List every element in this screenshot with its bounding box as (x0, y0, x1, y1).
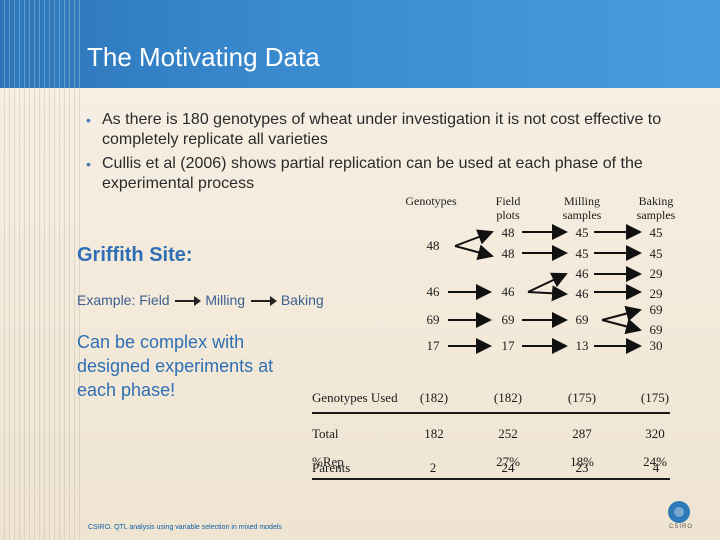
geno-69: 69 (426, 312, 440, 327)
total-baking: 320 (645, 426, 665, 441)
header-bar: The Motivating Data (0, 0, 720, 88)
content-area: As there is 180 genotypes of wheat under… (0, 88, 720, 540)
bullet-item: As there is 180 genotypes of wheat under… (84, 110, 684, 150)
genotypes-used-label: Genotypes Used (312, 390, 398, 405)
table-divider-top (312, 412, 670, 414)
milling-45a: 45 (575, 225, 589, 240)
geno-17: 17 (426, 338, 440, 353)
logo-text: CSIRO (669, 524, 694, 530)
used-baking: (175) (640, 390, 670, 405)
milling-45b: 45 (575, 246, 589, 261)
griffith-heading: Griffith Site: (77, 244, 193, 266)
rep-field: 27% (496, 454, 520, 469)
field-48a: 48 (501, 225, 515, 240)
flow-arrows (448, 224, 642, 354)
baking-69b: 69 (649, 322, 663, 337)
header-field: Field plots (495, 194, 521, 222)
used-geno: (182) (419, 390, 449, 405)
header-baking: Baking samples (636, 194, 676, 222)
footer-text: QTL analysis using variable selection in… (114, 524, 282, 531)
baking-69a: 69 (649, 302, 663, 317)
header-milling: Milling samples (562, 194, 602, 222)
used-milling: (175) (567, 390, 597, 405)
example-field: Example: Field (77, 292, 170, 308)
table-divider-bottom (312, 478, 670, 480)
baking-45a: 45 (649, 225, 663, 240)
baking-29b: 29 (649, 286, 663, 301)
milling-69: 69 (575, 312, 589, 327)
example-milling: Milling (205, 292, 246, 308)
geno-48: 48 (426, 238, 440, 253)
field-48b: 48 (501, 246, 515, 261)
total-geno: 182 (424, 426, 444, 441)
total-field: 252 (498, 426, 518, 441)
arrow-icon (175, 296, 202, 307)
header-genotypes: Genotypes (405, 194, 457, 208)
milling-13: 13 (575, 338, 589, 353)
parents-baking: 4 (652, 460, 660, 475)
baking-45b: 45 (649, 246, 663, 261)
header-stripes (0, 0, 84, 88)
parents-label: Parents (312, 460, 351, 475)
total-milling: 287 (572, 426, 592, 441)
baking-30: 30 (649, 338, 663, 353)
footer-brand: CSIRO. (88, 524, 113, 531)
used-field: (182) (493, 390, 523, 405)
parents-geno: 2 (429, 460, 437, 475)
field-17: 17 (501, 338, 515, 353)
total-label: Total (312, 426, 339, 441)
milling-46a: 46 (575, 266, 589, 281)
example-baking: Baking (280, 292, 324, 308)
replication-table: Genotypes Field plots Milling samples Ba… (300, 186, 720, 486)
parents-milling: 23 (575, 460, 589, 475)
field-46: 46 (501, 284, 515, 299)
csiro-logo-icon (668, 501, 690, 523)
bullet-list: As there is 180 genotypes of wheat under… (84, 110, 684, 198)
left-stripes (0, 0, 84, 540)
bullet-item: Cullis et al (2006) shows partial replic… (84, 154, 684, 194)
rep-label: %Rep (312, 454, 344, 469)
milling-46b: 46 (575, 286, 589, 301)
rep-baking: 24% (643, 454, 667, 469)
geno-46: 46 (426, 284, 440, 299)
parents-field: 24 (501, 460, 515, 475)
example-line: Example: Field Milling Baking (77, 292, 324, 308)
arrow-icon (250, 296, 277, 307)
rep-milling: 18% (570, 454, 594, 469)
slide-title: The Motivating Data (87, 42, 320, 72)
footer: CSIRO. QTL analysis using variable selec… (88, 524, 282, 531)
field-69: 69 (501, 312, 515, 327)
complex-note: Can be complex with designed experiments… (77, 332, 274, 400)
baking-29a: 29 (649, 266, 663, 281)
